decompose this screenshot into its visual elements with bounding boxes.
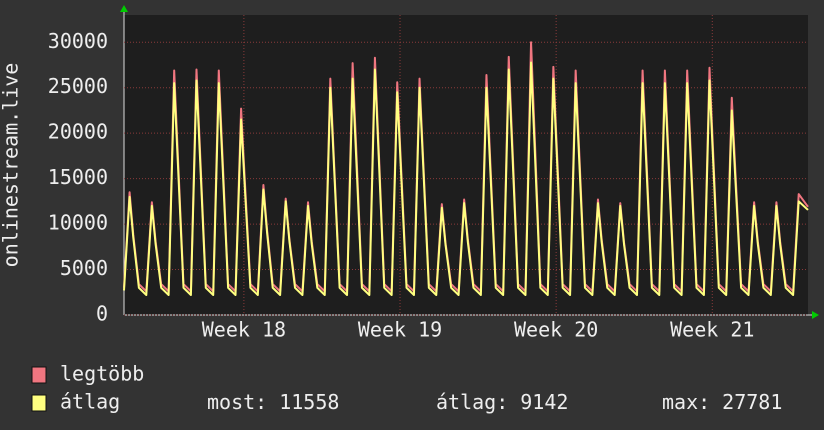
legend-swatch	[31, 394, 47, 412]
y-tick-label: 0	[96, 302, 108, 326]
legend-label: legtöbb	[60, 362, 144, 386]
stat-label: most:	[207, 390, 267, 414]
axis-arrow	[812, 311, 819, 319]
stat-label: átlag:	[436, 390, 508, 414]
stat-label: max:	[662, 390, 710, 414]
stat: átlag: 9142	[436, 390, 568, 414]
x-tick-label: Week 18	[202, 318, 286, 342]
stat-value: 9142	[520, 390, 568, 414]
y-tick-label: 15000	[48, 165, 108, 189]
x-tick-label: Week 21	[670, 318, 754, 342]
y-tick-label: 5000	[60, 256, 108, 280]
y-tick-label: 20000	[48, 120, 108, 144]
legend-label: átlag	[60, 390, 120, 414]
plot-area	[124, 15, 808, 315]
y-tick-label: 25000	[48, 74, 108, 98]
stat: most: 11558	[207, 390, 339, 414]
y-axis-label: onlinestream.live	[0, 63, 23, 268]
x-tick-label: Week 20	[514, 318, 598, 342]
series-line	[123, 61, 809, 296]
y-tick-label: 10000	[48, 211, 108, 235]
stat-value: 11558	[279, 390, 339, 414]
legend-swatch	[31, 366, 47, 384]
stat-value: 27781	[722, 390, 782, 414]
x-tick-label: Week 19	[358, 318, 442, 342]
stat: max: 27781	[662, 390, 782, 414]
axis-arrow	[120, 5, 128, 12]
y-tick-label: 30000	[48, 29, 108, 53]
